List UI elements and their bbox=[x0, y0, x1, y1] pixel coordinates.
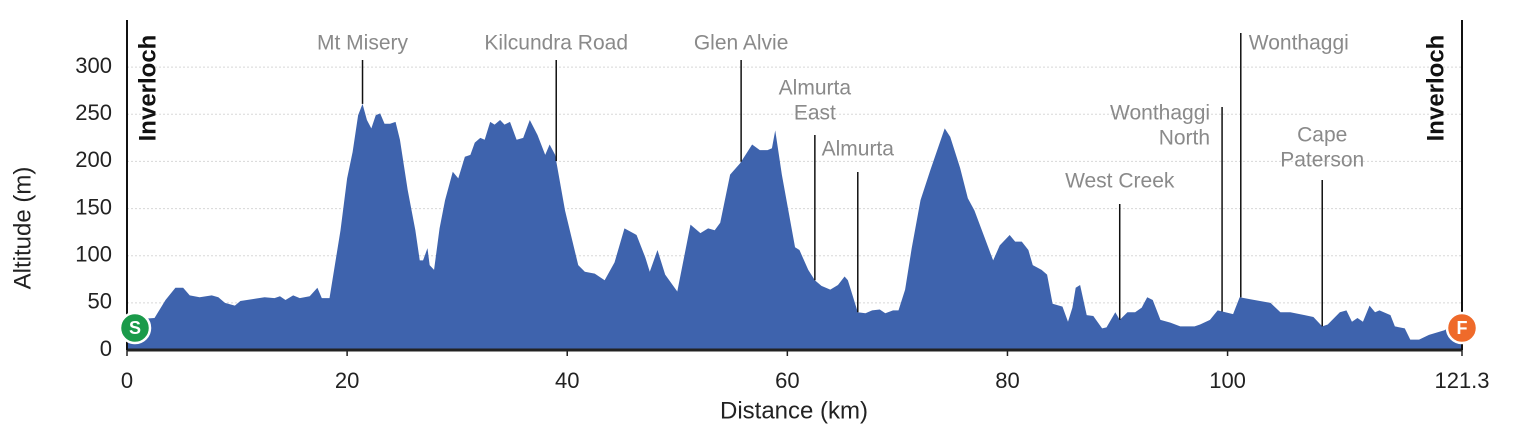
endpoint-marker bbox=[1445, 311, 1479, 345]
annotation-label: Almurta bbox=[779, 77, 852, 100]
endpoint-marker bbox=[118, 311, 152, 345]
x-tick-label: 0 bbox=[121, 368, 133, 393]
y-tick-label: 100 bbox=[75, 242, 112, 267]
y-tick-label: 300 bbox=[75, 53, 112, 78]
annotation-label: Wonthaggi bbox=[1110, 102, 1210, 125]
x-tick-label: 60 bbox=[775, 368, 799, 393]
x-tick-label: 121.3 bbox=[1434, 368, 1489, 393]
annotation-label: Almurta bbox=[822, 138, 895, 161]
y-tick-label: 250 bbox=[75, 100, 112, 125]
x-tick-label: 100 bbox=[1209, 368, 1246, 393]
y-tick-label: 200 bbox=[75, 147, 112, 172]
elevation-area bbox=[127, 103, 1462, 351]
y-axis-label: Altitude (m) bbox=[9, 167, 36, 290]
x-axis-label: Distance (km) bbox=[720, 397, 868, 424]
annotation-label: West Creek bbox=[1065, 170, 1175, 193]
annotation-label: North bbox=[1159, 127, 1210, 150]
y-tick-label: 50 bbox=[88, 289, 112, 314]
annotation-label: East bbox=[794, 102, 836, 125]
annotation-label: Kilcundra Road bbox=[484, 32, 628, 55]
annotation-label: Glen Alvie bbox=[694, 32, 789, 55]
endpoint-marker-label: S bbox=[129, 318, 141, 338]
x-tick-label: 80 bbox=[995, 368, 1019, 393]
endpoint-marker-label: F bbox=[1457, 318, 1468, 338]
annotation-label: Cape bbox=[1297, 124, 1347, 147]
annotation-label: Paterson bbox=[1280, 149, 1364, 172]
x-tick-label: 20 bbox=[335, 368, 359, 393]
annotation-label: Mt Misery bbox=[317, 32, 408, 55]
endpoint-label: Inverloch bbox=[1422, 35, 1449, 142]
endpoint-label: Inverloch bbox=[134, 35, 161, 142]
x-tick-label: 40 bbox=[555, 368, 579, 393]
y-tick-label: 150 bbox=[75, 194, 112, 219]
y-tick-label: 0 bbox=[100, 336, 112, 361]
annotation-label: Wonthaggi bbox=[1249, 32, 1349, 55]
